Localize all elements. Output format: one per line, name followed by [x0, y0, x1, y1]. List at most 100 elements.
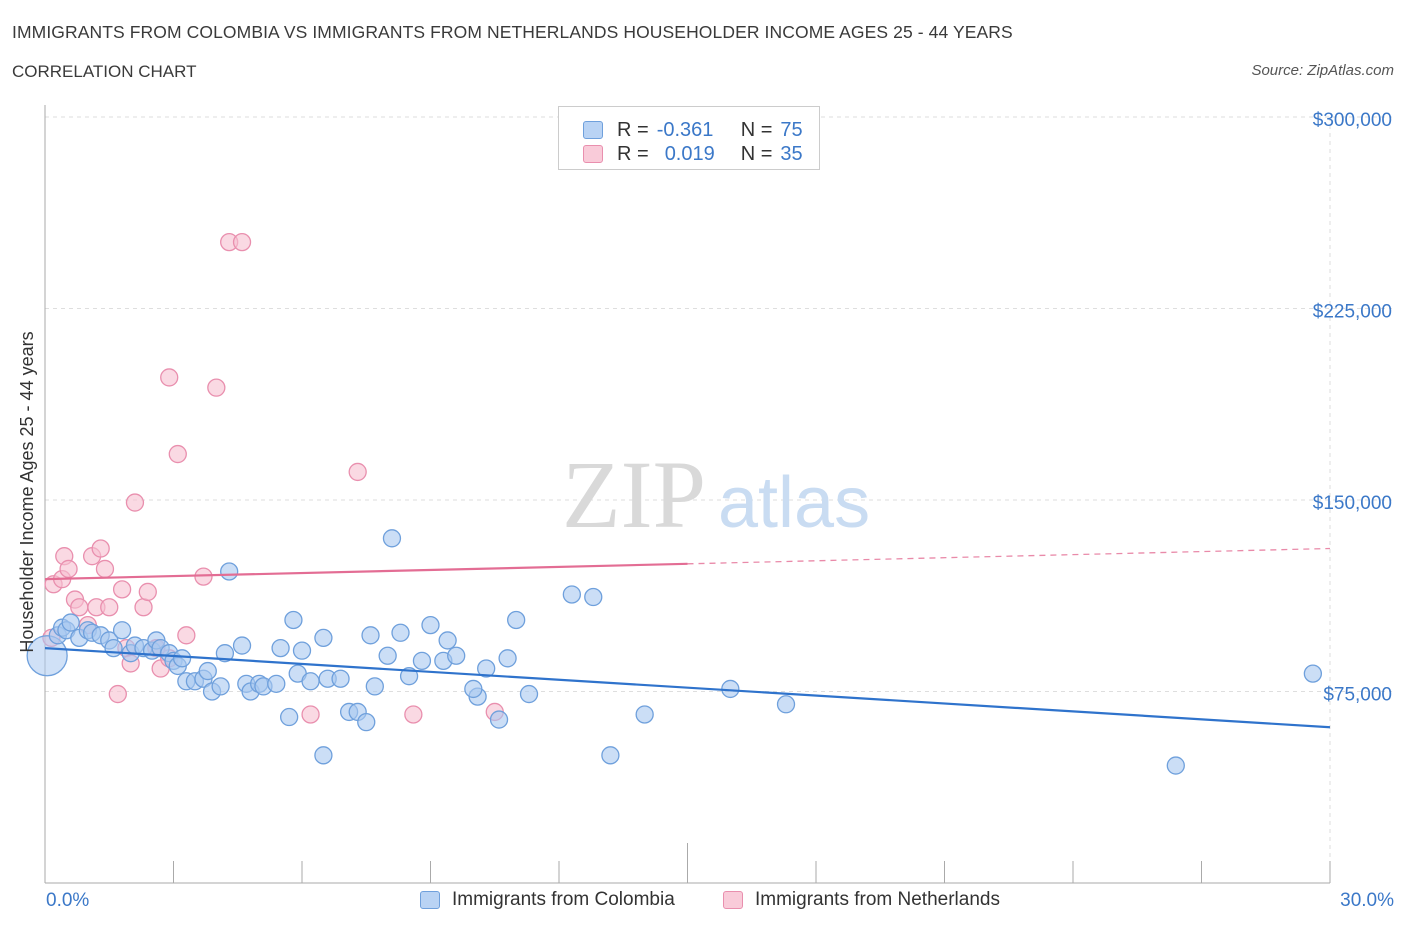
chart-title: IMMIGRANTS FROM COLOMBIA VS IMMIGRANTS F… [12, 22, 1013, 42]
netherlands-swatch [583, 145, 603, 163]
colombia-point [776, 695, 796, 714]
netherlands-point [100, 598, 119, 617]
legend-item-netherlands: Immigrants from Netherlands [723, 889, 1000, 911]
colombia-point [292, 641, 312, 660]
colombia-trendline [44, 646, 1331, 729]
netherlands-point [301, 705, 320, 724]
colombia-point [279, 707, 299, 727]
r-label: R = [617, 118, 649, 141]
colombia-point [498, 649, 517, 668]
colombia-point [601, 746, 620, 765]
colombia-point [447, 646, 466, 665]
colombia-point [584, 587, 603, 607]
netherlands-point [134, 598, 153, 617]
colombia-point [211, 677, 230, 696]
chart-subtitle: CORRELATION CHART [12, 62, 197, 81]
colombia-point [562, 585, 581, 604]
colombia-point [464, 679, 483, 699]
netherlands-point [125, 493, 145, 512]
colombia-point [357, 712, 376, 732]
colombia-point [1166, 756, 1185, 775]
colombia-point [519, 684, 539, 704]
colombia-point [399, 667, 419, 686]
colombia-point [284, 610, 303, 630]
colombia-point [172, 649, 192, 668]
colombia-point [378, 646, 397, 665]
trend-layer [44, 547, 1331, 729]
axis-layer [44, 105, 1331, 884]
colombia-point [412, 651, 432, 671]
r-value: 0.019 [664, 142, 715, 165]
netherlands-trendline-extension [687, 547, 1331, 565]
colombia-point [61, 613, 80, 632]
colombia-point [635, 705, 654, 724]
netherlands-legend-swatch [723, 891, 743, 909]
colombia-point [112, 621, 132, 640]
y-tick-label: $300,000 [1313, 110, 1392, 131]
netherlands-trendline [44, 562, 688, 581]
points-layer [26, 232, 1323, 775]
colombia-point [232, 636, 252, 655]
watermark-zip: ZIP [562, 441, 706, 548]
n-label: N = [740, 142, 773, 165]
colombia-point [215, 644, 235, 663]
n-value: 35 [780, 142, 803, 165]
watermark-atlas: atlas [718, 463, 870, 543]
colombia-legend-swatch [420, 891, 440, 909]
n-label: N = [740, 118, 773, 141]
r-value: -0.361 [656, 118, 714, 141]
colombia-point [331, 669, 350, 688]
colombia-point [104, 638, 123, 658]
colombia-point [314, 628, 333, 648]
correlation-legend: R = -0.361 N = 75 R = 0.019 N = 35 [558, 106, 820, 170]
colombia-point [314, 746, 333, 765]
colombia-point [361, 626, 380, 645]
x-tick-min: 0.0% [46, 890, 90, 911]
netherlands-point [207, 378, 226, 397]
colombia-point [489, 710, 509, 729]
colombia-point [477, 659, 496, 678]
colombia-point [391, 623, 410, 642]
legend-row-colombia: R = -0.361 N = 75 [583, 118, 803, 142]
netherlands-point [91, 539, 110, 558]
y-axis-label: Householder Income Ages 25 - 44 years [17, 331, 37, 652]
y-tick-label: $75,000 [1323, 685, 1392, 706]
colombia-point [267, 674, 286, 693]
netherlands-point [177, 626, 196, 645]
r-label: R = [617, 142, 649, 165]
colombia-point [198, 661, 217, 681]
colombia-point [26, 635, 68, 677]
legend-label-netherlands: Immigrants from Netherlands [755, 889, 1000, 910]
netherlands-point [70, 598, 89, 617]
netherlands-point [95, 559, 115, 579]
netherlands-point [348, 462, 367, 482]
colombia-point [220, 562, 239, 581]
legend-row-netherlands: R = 0.019 N = 35 [583, 142, 803, 166]
colombia-swatch [583, 121, 603, 139]
colombia-point [382, 529, 402, 548]
legend-label-colombia: Immigrants from Colombia [452, 889, 675, 910]
netherlands-point [112, 580, 132, 599]
colombia-point [301, 672, 320, 691]
netherlands-point [59, 559, 78, 579]
x-tick-max: 30.0% [1340, 890, 1394, 911]
colombia-point [421, 615, 440, 635]
colombia-point [271, 638, 290, 658]
colombia-point [438, 631, 457, 650]
y-tick-label: $150,000 [1313, 493, 1392, 514]
netherlands-point [160, 368, 179, 387]
colombia-point [1303, 664, 1323, 683]
n-value: 75 [780, 118, 803, 141]
colombia-point [507, 610, 526, 630]
source-label: Source: ZipAtlas.com [1251, 62, 1394, 79]
legend-item-colombia: Immigrants from Colombia [420, 889, 675, 911]
netherlands-point [232, 232, 252, 252]
netherlands-point [138, 582, 157, 602]
netherlands-point [404, 705, 423, 724]
netherlands-point [108, 684, 127, 704]
y-tick-labels: $75,000 $150,000 $225,000 $300,000 [1313, 110, 1392, 706]
netherlands-point [168, 444, 187, 464]
y-tick-label: $225,000 [1313, 302, 1392, 323]
colombia-point [365, 677, 384, 696]
